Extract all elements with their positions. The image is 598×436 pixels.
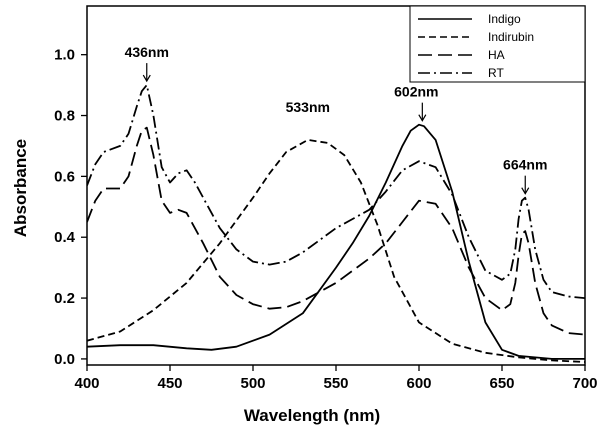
- peak-annotation-label: 664nm: [503, 157, 547, 173]
- x-tick-label: 450: [157, 375, 182, 392]
- peak-arrow-head: [142, 74, 151, 83]
- peak-annotation-label: 436nm: [125, 44, 169, 60]
- legend-label-ha: HA: [488, 48, 505, 62]
- x-axis-title: Wavelength (nm): [244, 406, 380, 425]
- legend-label-indirubin: Indirubin: [488, 30, 534, 44]
- x-tick-label: 500: [240, 375, 265, 392]
- series-layer: [87, 84, 585, 363]
- series-line-indirubin: [87, 139, 585, 363]
- x-tick-label: 700: [572, 375, 597, 392]
- series-line-rt: [87, 84, 585, 299]
- series-line-ha: [87, 126, 585, 336]
- legend-label-rt: RT: [488, 66, 504, 80]
- y-tick-label: 0.0: [54, 351, 75, 368]
- x-tick-label: 600: [406, 375, 431, 392]
- peak-arrow-head: [521, 187, 530, 195]
- peak-arrow-head: [418, 114, 427, 122]
- y-tick-label: 1.0: [54, 47, 75, 64]
- x-tick-label: 650: [489, 375, 514, 392]
- legend: Indigo Indirubin HA RT: [409, 5, 586, 83]
- y-tick-label: 0.8: [54, 108, 75, 125]
- y-tick-label: 0.4: [54, 229, 76, 246]
- series-line-indigo: [87, 123, 585, 360]
- y-tick-label: 0.2: [54, 290, 75, 307]
- annotation-layer: 436nm 602nm 664nm 533nm: [125, 44, 547, 195]
- peak-annotation-label: 602nm: [394, 84, 438, 100]
- x-tick-label: 550: [323, 375, 348, 392]
- peak-annotation-label: 533nm: [286, 99, 330, 115]
- y-axis-title: Absorbance: [11, 139, 30, 237]
- axes-layer: 400 450 500 550 600 650 700 0.0 0.2 0.4 0.6 0.8 1.0: [54, 5, 598, 392]
- x-tick-label: 400: [74, 375, 99, 392]
- y-tick-label: 0.6: [54, 168, 75, 185]
- legend-label-indigo: Indigo: [488, 12, 521, 26]
